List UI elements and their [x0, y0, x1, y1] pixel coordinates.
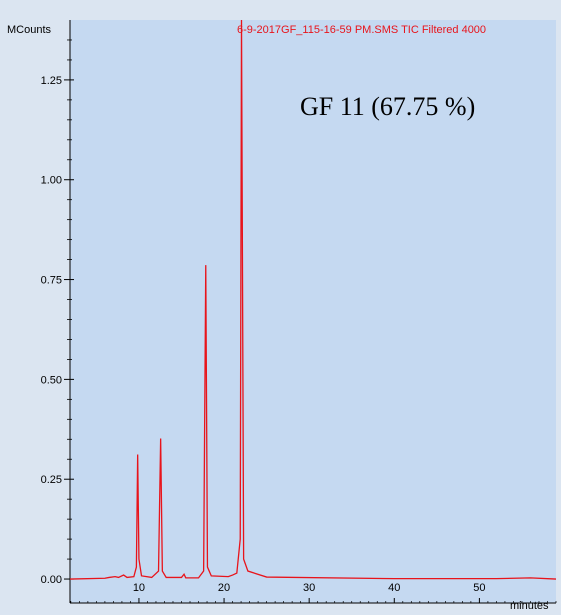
y-unit-label: MCounts — [7, 24, 52, 36]
x-tick-label: 20 — [218, 582, 230, 594]
y-axis: 0.00 0.25 0.50 0.75 1.00 1.25 — [41, 20, 74, 603]
y-tick-label: 0.25 — [41, 474, 62, 486]
y-tick-label: 1.00 — [41, 175, 62, 187]
plot-background — [70, 20, 556, 603]
y-tick-label: 0.50 — [41, 374, 62, 386]
x-tick-label: 30 — [303, 582, 315, 594]
x-axis: 10 20 30 40 50 — [70, 582, 557, 604]
sample-annotation: GF 11 (67.75 %) — [300, 92, 475, 121]
tic-trace-line — [69, 19, 557, 580]
file-title: 6-9-2017GF_115-16-59 PM.SMS TIC Filtered… — [237, 24, 486, 36]
x-unit-label: minutes — [510, 600, 549, 612]
x-tick-label: 50 — [473, 582, 485, 594]
y-tick-label: 0.00 — [41, 574, 62, 586]
y-tick-label: 1.25 — [41, 75, 62, 87]
x-tick-label: 40 — [388, 582, 400, 594]
y-tick-label: 0.75 — [41, 275, 62, 287]
x-tick-label: 10 — [133, 582, 145, 594]
